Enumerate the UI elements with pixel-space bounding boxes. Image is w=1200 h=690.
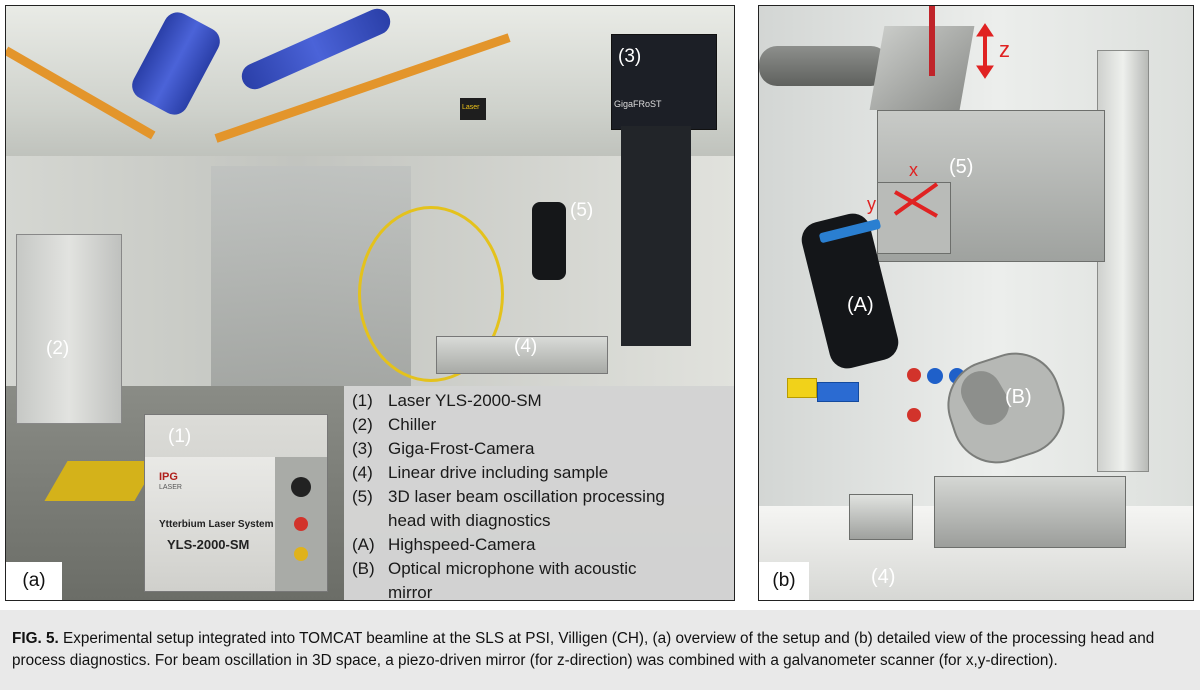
z-axis-label: z xyxy=(999,37,1010,62)
callout-laser: (1) xyxy=(168,426,192,447)
callout-chiller: (2) xyxy=(46,338,70,359)
x-axis-label: x xyxy=(909,160,918,180)
y-arrow-line xyxy=(894,190,938,218)
callout-camera: (3) xyxy=(618,46,642,67)
camera-tower xyxy=(621,126,691,346)
legend-item: (5) 3D laser beam oscillation processing xyxy=(352,487,665,506)
ipg-logo-sub: LASER xyxy=(159,484,182,491)
linear-drive xyxy=(934,476,1126,548)
beam-tube xyxy=(759,46,889,86)
camera-brand: GigaFRoST xyxy=(614,99,662,109)
legend-item: (B) Optical microphone with acoustic xyxy=(352,559,637,578)
legend-item: (3) Giga-Frost-Camera xyxy=(352,439,535,458)
yellow-button-icon xyxy=(294,547,308,561)
laser-warning-sign: Laser xyxy=(460,98,486,120)
panel-tag-a: (a) xyxy=(6,562,62,600)
yellow-cable xyxy=(358,206,504,382)
key-switch-icon xyxy=(291,477,311,497)
z-arrow-head-down xyxy=(976,65,994,79)
legend-item: (1) Laser YLS-2000-SM xyxy=(352,391,542,410)
legend-item: (4) Linear drive including sample xyxy=(352,463,609,482)
caption-text: FIG. 5. Experimental setup integrated in… xyxy=(12,628,1188,672)
red-connector-icon xyxy=(907,368,921,382)
ipg-logo: IPG xyxy=(159,471,178,483)
panel-b-photo: z x y (5) (A) (B) (4) (b) xyxy=(758,5,1194,601)
laser-control-panel xyxy=(275,457,327,591)
legend-item: head with diagnostics xyxy=(388,511,551,530)
figure-caption: FIG. 5. Experimental setup integrated in… xyxy=(0,610,1200,690)
laser-front-panel: IPG LASER Ytterbium Laser System YLS-200… xyxy=(145,457,276,591)
linear-drive xyxy=(436,336,608,374)
legend-box: (1) Laser YLS-2000-SM (2) Chiller (3) Giga-… xyxy=(344,386,734,601)
callout-linear-drive: (4) xyxy=(514,336,538,357)
callout-head: (5) xyxy=(570,200,594,221)
unit-name-plate: Ytterbium Laser System xyxy=(159,519,274,530)
laser-unit: IPG LASER Ytterbium Laser System YLS-200… xyxy=(144,414,328,592)
red-fiber xyxy=(929,6,935,76)
panel-tag-b: (b) xyxy=(759,562,809,600)
blue-connector-icon xyxy=(927,368,943,384)
caption-body: Experimental setup integrated into TOMCA… xyxy=(12,630,1155,669)
blue-lug xyxy=(817,382,859,402)
sample-clamp xyxy=(849,494,913,540)
callout-linear-drive: (4) xyxy=(871,566,896,588)
axis-arrows xyxy=(893,23,994,218)
yellow-lug xyxy=(787,378,817,398)
red-connector-icon xyxy=(907,408,921,422)
red-button-icon xyxy=(294,517,308,531)
model-plate: YLS-2000-SM xyxy=(167,537,250,552)
highspeed-camera xyxy=(532,202,566,280)
galvo-scanner xyxy=(877,182,951,254)
callout-head: (5) xyxy=(949,156,974,178)
gigafrost-camera: GigaFRoST xyxy=(611,34,717,130)
callout-microphone: (B) xyxy=(1005,386,1032,408)
legend-item: mirror xyxy=(388,583,433,601)
y-axis-label: y xyxy=(867,194,876,214)
z-arrow-head-up xyxy=(976,23,994,37)
legend-item: (2) Chiller xyxy=(352,415,437,434)
x-arrow-line xyxy=(893,182,939,216)
panel-a-photo: IPG LASER Ytterbium Laser System YLS-200… xyxy=(5,5,735,601)
vertical-column xyxy=(1097,50,1149,472)
chiller-unit xyxy=(16,234,122,424)
legend-item: (A) Highspeed-Camera xyxy=(352,535,536,554)
figure-label: FIG. 5. xyxy=(12,630,59,647)
callout-highspeed-camera: (A) xyxy=(847,294,874,316)
